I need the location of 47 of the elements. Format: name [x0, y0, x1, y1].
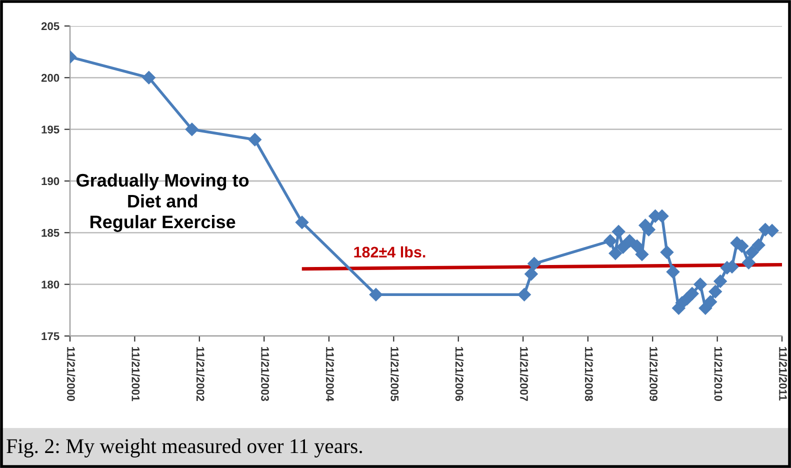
x-tick-label: 11/21/2004 — [326, 347, 334, 402]
x-tick-label: 11/21/2001 — [132, 347, 140, 402]
point — [518, 288, 531, 302]
x-tick-label: 11/21/2002 — [196, 347, 205, 401]
x-tick-label: 11/21/2003 — [260, 347, 270, 402]
x-tick-label: 11/21/2010 — [714, 347, 722, 401]
x-tick-label: 11/21/2008 — [584, 347, 594, 402]
x-tick-label: 11/21/2011 — [778, 347, 788, 400]
annotation: Gradually Moving to Diet and Regular Exercise — [76, 173, 249, 232]
y-tick-label: 205 — [41, 22, 60, 30]
y-tick-label: 190 — [42, 177, 60, 186]
x-tick-label: 11/21/2000 — [66, 347, 76, 401]
x-tick-label: 11/21/2006 — [455, 347, 464, 402]
point — [745, 246, 759, 259]
point — [612, 225, 626, 238]
point — [616, 240, 630, 254]
point — [608, 246, 622, 260]
y-tick-label: 200 — [41, 74, 60, 82]
point — [742, 256, 756, 270]
point — [524, 267, 538, 281]
y-tick-label: 185 — [42, 228, 60, 237]
point — [528, 257, 541, 270]
point — [369, 288, 383, 302]
point — [295, 216, 309, 229]
caption: Fig. 2: My weight measured over 11 years. — [6, 438, 362, 458]
x-tick-label: 11/21/2009 — [650, 347, 658, 402]
point — [604, 234, 617, 248]
point — [248, 133, 262, 146]
point — [635, 248, 649, 261]
point — [142, 71, 156, 84]
point — [708, 284, 722, 298]
series-label: 182±4 lbs. — [354, 246, 426, 258]
point — [666, 265, 680, 279]
point — [622, 234, 636, 248]
point — [704, 295, 717, 308]
point — [630, 240, 644, 253]
y-tick-label: 175 — [42, 332, 60, 340]
point — [714, 274, 727, 288]
x-tick-label: 11/21/2007 — [520, 347, 528, 401]
point — [694, 278, 707, 291]
y-tick-label: 195 — [42, 126, 60, 134]
x-tick-label: 11/21/2005 — [390, 347, 399, 402]
point — [752, 238, 766, 252]
point — [660, 246, 674, 259]
y-tick-label: 180 — [42, 280, 60, 288]
point — [185, 122, 199, 136]
point — [686, 287, 699, 300]
